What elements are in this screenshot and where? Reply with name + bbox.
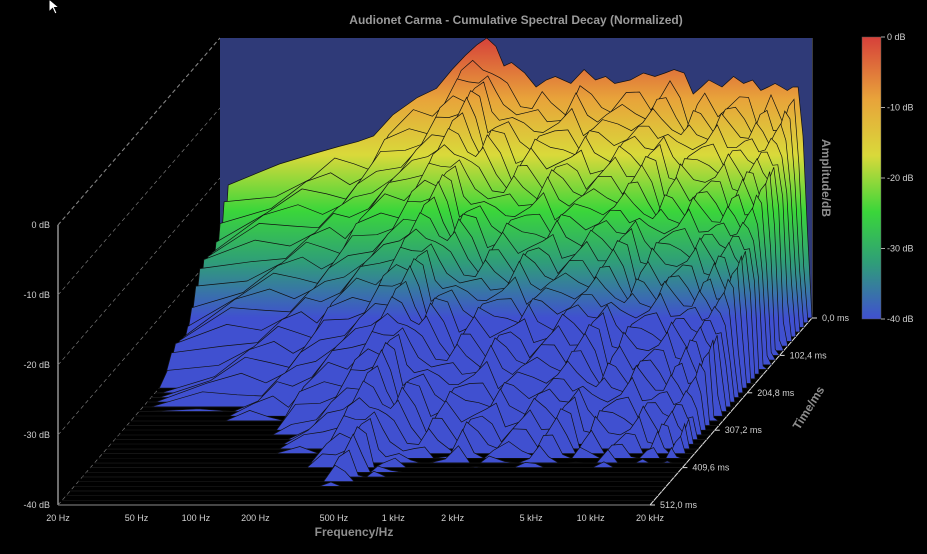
y-axis-title: Amplitude/dB: [819, 139, 833, 217]
frequency-tick-label: 10 kHz: [577, 513, 606, 523]
frequency-tick-label: 1 kHz: [382, 513, 406, 523]
decay-slice: [94, 418, 687, 464]
frequency-tick-label: 500 Hz: [320, 513, 349, 523]
amplitude-guide-line: [57, 247, 221, 436]
amplitude-tick-label: -40 dB: [23, 500, 50, 510]
time-tick-label: 102,4 ms: [790, 350, 828, 360]
time-tick-label: 204,8 ms: [757, 388, 795, 398]
time-tick-label: 307,2 ms: [725, 425, 763, 435]
time-tick-label: 0,0 ms: [822, 313, 850, 323]
amplitude-tick-label: -30 dB: [23, 430, 50, 440]
decay-slice: [82, 449, 675, 478]
decay-slice: [98, 411, 691, 459]
decay-surface: [62, 37, 813, 501]
chart-title: Audionet Carma - Cumulative Spectral Dec…: [349, 13, 682, 27]
frequency-tick-label: 200 Hz: [241, 513, 270, 523]
mouse-cursor-icon: [48, 0, 61, 15]
decay-slice: [86, 433, 679, 473]
colorbar-tick-label: 0 dB: [887, 32, 906, 42]
frequency-tick-label: 2 kHz: [441, 513, 465, 523]
frequency-tick-label: 20 Hz: [46, 513, 70, 523]
amplitude-guide-line: [57, 107, 221, 296]
colorbar-tick-label: -40 dB: [887, 314, 914, 324]
colorbar-ticks: 0 dB -10 dB -20 dB -30 dB -40 dB: [881, 32, 914, 324]
colorbar-tick-label: -10 dB: [887, 103, 914, 113]
frequency-tick-label: 5 kHz: [520, 513, 544, 523]
frequency-tick-label: 50 Hz: [125, 513, 149, 523]
colorbar-tick-label: -20 dB: [887, 173, 914, 183]
amplitude-guide-line: [57, 177, 221, 366]
amplitude-tick-label: -10 dB: [23, 290, 50, 300]
frequency-tick-label: 100 Hz: [182, 513, 211, 523]
decay-slice: [90, 426, 683, 469]
time-tick-label: 512,0 ms: [660, 500, 698, 510]
colorbar-tick-label: -30 dB: [887, 244, 914, 254]
amplitude-tick-label: -20 dB: [23, 360, 50, 370]
z-axis-title: Time/ms: [790, 383, 828, 432]
frequency-ticks: 20 Hz 50 Hz 100 Hz 200 Hz 500 Hz 1 kHz 2 kHz 5 …: [46, 513, 664, 523]
x-axis-title: Frequency/Hz: [315, 525, 394, 539]
colorbar: [861, 36, 882, 320]
amplitude-ticks: 0 dB -10 dB -20 dB -30 dB -40 dB: [23, 220, 50, 510]
decay-slice: [78, 464, 671, 482]
time-tick-label: 409,6 ms: [692, 463, 730, 473]
amplitude-guide-line: [57, 37, 221, 226]
decay-slice: [74, 481, 667, 487]
amplitude-tick-label: 0 dB: [31, 220, 50, 230]
frequency-tick-label: 20 kHz: [636, 513, 665, 523]
time-ticks: 0,0 ms 102,4 ms 204,8 ms 307,2 ms 409,6 ms 51…: [650, 313, 850, 510]
